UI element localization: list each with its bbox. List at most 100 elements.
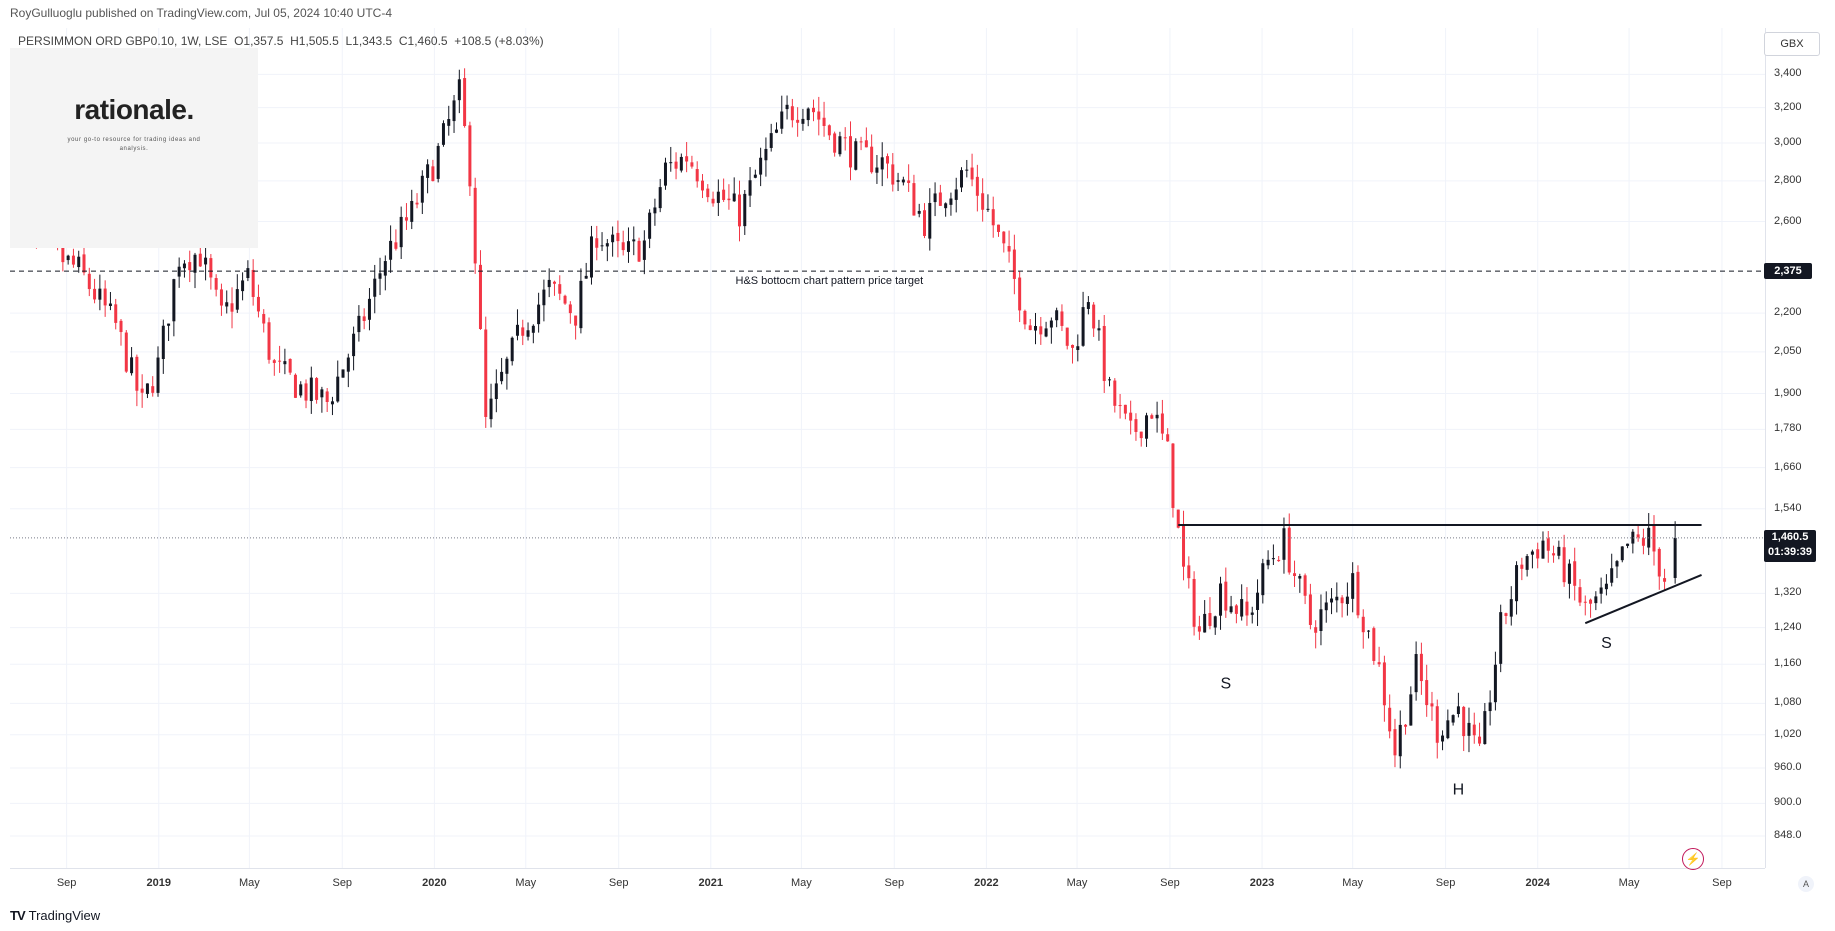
candle-body: [685, 156, 689, 162]
candle-body: [1303, 575, 1307, 596]
auto-scale-button[interactable]: A: [1798, 876, 1814, 892]
last-price-tag: 1,460.5 01:39:39: [1764, 529, 1816, 562]
candle-body: [1060, 311, 1064, 326]
candle-body: [288, 358, 292, 373]
candle-body: [584, 275, 588, 279]
candle-body: [1324, 602, 1328, 611]
candle-body: [954, 189, 958, 200]
candle-body: [864, 140, 868, 148]
candle-body: [579, 280, 583, 329]
candle-body: [1034, 326, 1038, 331]
candle-body: [1620, 546, 1624, 561]
candle-body: [1493, 664, 1497, 703]
price-tick-label: 2,200: [1774, 306, 1802, 319]
candle-body: [833, 133, 837, 153]
candle-body: [1478, 736, 1482, 744]
price-axis[interactable]: 3,400 3,200 3,000 2,800 2,600 2,200 2,050 1,900…: [1765, 28, 1835, 868]
candle-body: [1282, 528, 1286, 560]
candle-body: [214, 278, 218, 290]
candle-body: [658, 187, 662, 209]
candle-body: [489, 398, 493, 420]
candle-body: [806, 108, 810, 121]
candle-body: [727, 198, 731, 201]
candle-body: [1673, 537, 1677, 578]
candle-body: [93, 288, 97, 300]
time-tick-label: 2024: [1525, 877, 1550, 889]
candle-body: [521, 327, 525, 336]
candle-body: [103, 288, 107, 306]
candle-body: [1462, 706, 1466, 737]
candle-body: [330, 401, 334, 405]
time-tick-label: 2021: [698, 877, 724, 889]
candle-body: [1187, 565, 1191, 579]
candle-body: [1663, 578, 1667, 582]
candle-body: [1182, 525, 1186, 567]
pattern-label: S: [1601, 635, 1612, 652]
candle-body: [325, 391, 329, 402]
candle-body: [912, 183, 916, 216]
candle-body: [547, 279, 551, 288]
candle-body: [859, 141, 863, 143]
candle-body: [1224, 581, 1228, 611]
price-tick-label: 1,780: [1774, 422, 1802, 435]
candle-body: [225, 302, 229, 307]
candle-body: [1567, 563, 1571, 584]
candle-body: [1631, 531, 1635, 544]
candle-body: [66, 255, 70, 261]
candle-body: [526, 330, 530, 337]
candle-body: [1039, 326, 1043, 335]
candle-body: [1398, 724, 1402, 757]
candle-body: [71, 255, 75, 265]
price-tick-label: 1,080: [1774, 696, 1802, 709]
candle-body: [283, 361, 287, 365]
time-tick-label: Sep: [1160, 877, 1180, 889]
footer-brand[interactable]: TV TradingView: [10, 908, 100, 923]
candle-body: [679, 156, 683, 171]
candle-body: [436, 145, 440, 179]
time-tick-label: 2023: [1249, 877, 1275, 889]
chart-area[interactable]: H&S bottocm chart pattern price target S H…: [10, 28, 1765, 868]
candle-body: [774, 129, 778, 133]
candle-body: [1525, 556, 1529, 570]
candle-body: [1118, 405, 1122, 407]
candle-body: [1192, 578, 1196, 627]
candle-body: [1589, 599, 1593, 604]
price-tick-label: 1,540: [1774, 501, 1802, 514]
candle-body: [1319, 609, 1323, 631]
candle-body: [1092, 304, 1096, 329]
candle-body: [811, 107, 815, 113]
candle-body: [552, 281, 556, 284]
candle-body: [1509, 599, 1513, 617]
candle-body: [616, 232, 620, 242]
candle-body: [1250, 612, 1254, 615]
candle-body: [1018, 277, 1022, 311]
candle-body: [1102, 325, 1106, 381]
candlestick-chart[interactable]: H&S bottocm chart pattern price target S H…: [10, 28, 1765, 868]
candle-body: [1335, 596, 1339, 601]
candle-body: [262, 314, 266, 324]
candle-body: [394, 242, 398, 249]
candle-body: [722, 189, 726, 200]
candle-body: [251, 269, 255, 297]
symbol-legend: PERSIMMON ORD GBP0.10, 1W, LSE O1,357.5 …: [18, 34, 544, 48]
candle-body: [135, 356, 139, 391]
publisher-line: RoyGulluoglu published on TradingView.co…: [10, 6, 393, 20]
currency-button[interactable]: GBX: [1764, 32, 1820, 56]
time-axis[interactable]: Sep 2019 May Sep 2020 May Sep 2021 May Sep 2022 May…: [10, 868, 1765, 899]
last-price-value: 1,460.5: [1771, 530, 1809, 543]
candle-body: [1367, 630, 1371, 632]
candle-body: [1388, 707, 1392, 732]
candle-body: [695, 169, 699, 182]
candle-body: [182, 263, 186, 269]
candle-body: [1139, 431, 1143, 439]
candle-body: [542, 289, 546, 306]
candle-body: [1314, 627, 1318, 633]
lightning-icon[interactable]: ⚡: [1682, 848, 1704, 870]
candle-body: [690, 162, 694, 167]
candle-body: [600, 245, 604, 247]
candle-body: [1441, 735, 1445, 742]
candle-body: [1546, 538, 1550, 551]
candle-body: [420, 175, 424, 203]
candle-body: [1636, 534, 1640, 538]
candle-body: [531, 325, 535, 333]
